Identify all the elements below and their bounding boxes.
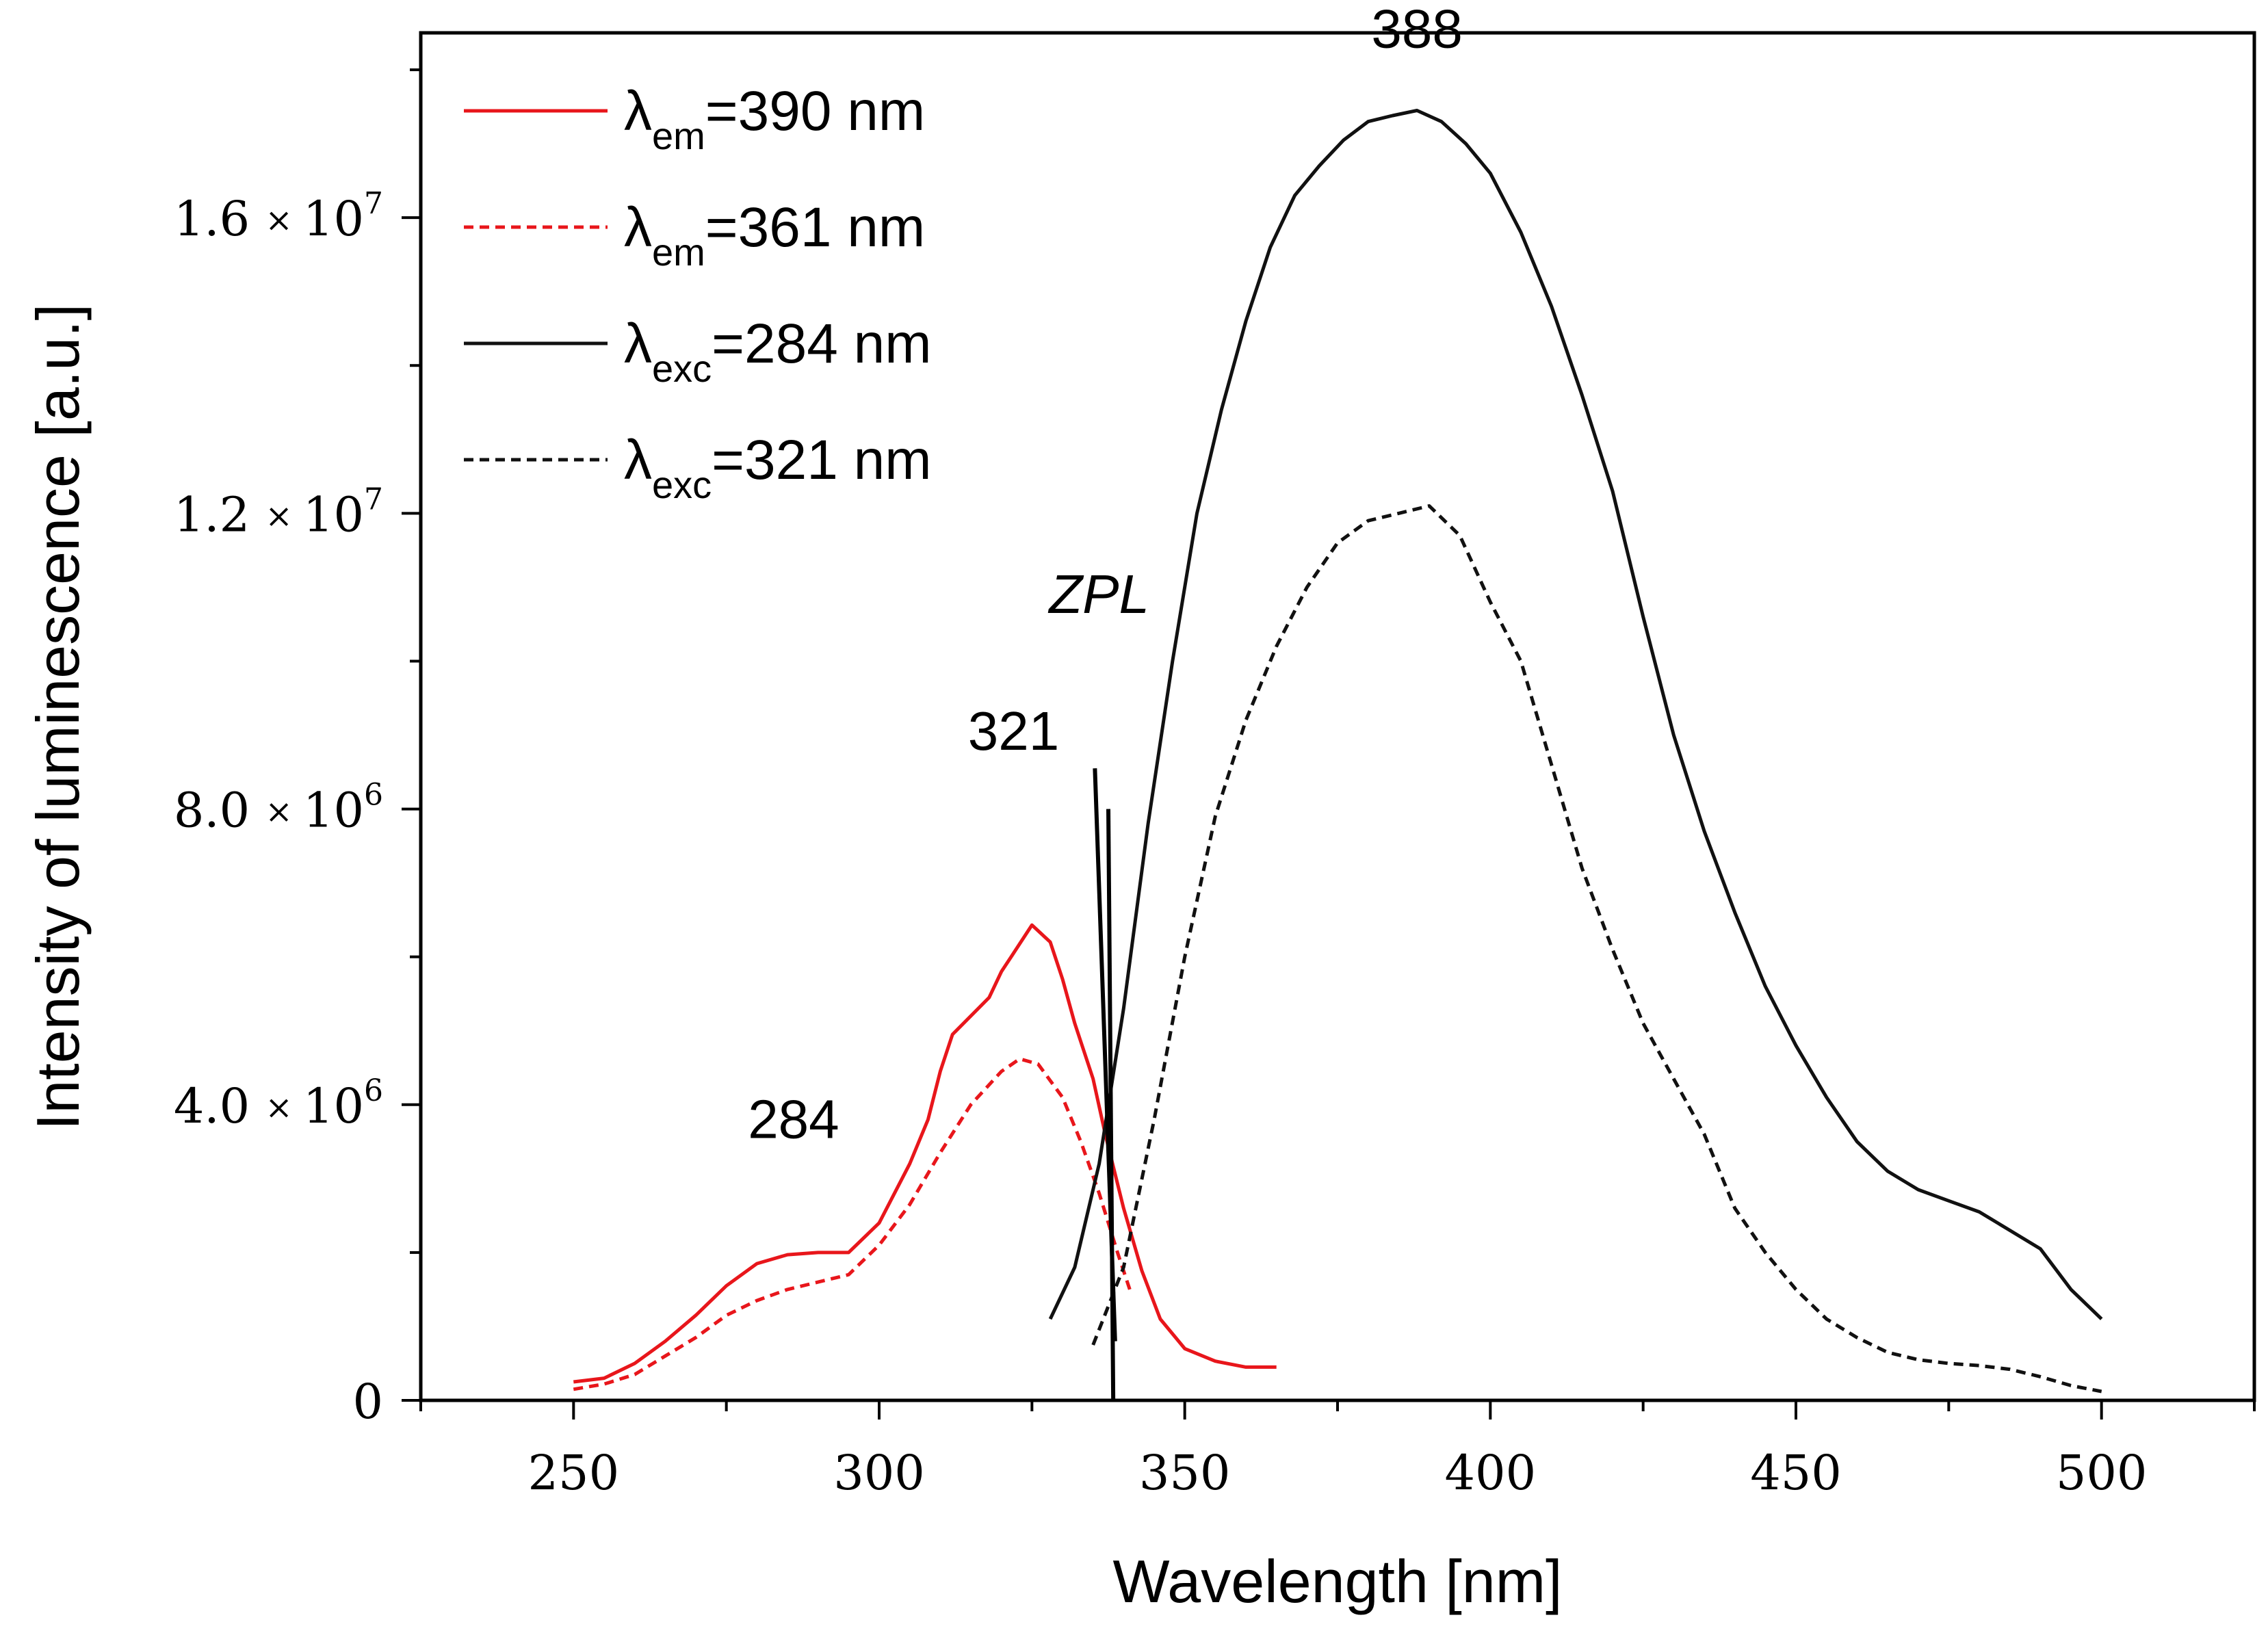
annotations: 388 321 284 ZPL [748,0,1463,1149]
x-axis-ticks: 250 300 350 400 450 500 [419,1400,2256,1501]
y-tick-label: 0 [352,1374,383,1430]
x-tick-label: 250 [528,1445,620,1501]
y-axis-ticks: 0 4.0 × 106 8.0 × 106 1.2 × 107 1.6 × 107 [174,68,421,1430]
annotation-284: 284 [748,1088,839,1149]
annotation-321: 321 [968,701,1059,761]
legend-label-2: λem=361 nm [624,196,925,274]
annotation-388: 388 [1371,0,1462,60]
y-tick-label: 1.2 × 107 [174,482,383,542]
series-line-1 [573,923,1277,1384]
x-axis-title: Wavelength [nm] [1112,1547,1562,1615]
x-tick-label: 300 [833,1445,925,1501]
y-tick-label: 1.6 × 107 [174,186,383,247]
y-tick-label: 8.0 × 106 [174,778,383,839]
y-tick-label: 4.0 × 106 [174,1073,383,1134]
legend-label-4: λexc=321 nm [624,429,932,506]
zpl-marker-lines [1093,768,1117,1401]
zpl-line-2 [1106,809,1116,1401]
legend-label-1: λem=390 nm [624,80,925,157]
y-axis-title: Intensity of luminescence [a.u.] [24,304,92,1130]
x-tick-label: 350 [1139,1445,1231,1501]
x-tick-label: 500 [2056,1445,2148,1501]
x-tick-label: 450 [1750,1445,1842,1501]
x-tick-label: 400 [1445,1445,1537,1501]
annotation-zpl: ZPL [1047,564,1149,625]
series-line-4 [1091,504,2102,1394]
series-layer [573,109,2103,1394]
legend: λem=390 nm λem=361 nm λexc=284 nm λexc=321 … [464,80,932,506]
legend-label-3: λexc=284 nm [624,313,932,390]
series-line-3 [1048,109,2103,1320]
series-line-2 [573,1057,1132,1391]
